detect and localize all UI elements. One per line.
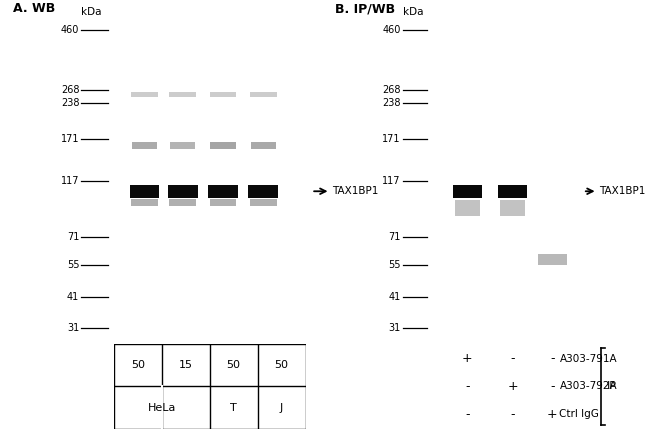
Bar	[210, 92, 237, 97]
Text: +: +	[462, 352, 473, 365]
Text: 117: 117	[382, 176, 400, 186]
Text: 41: 41	[67, 292, 79, 302]
Text: 171: 171	[61, 135, 79, 145]
Bar	[129, 184, 159, 198]
Bar	[250, 199, 277, 206]
Bar	[500, 200, 525, 216]
Text: 171: 171	[382, 135, 400, 145]
Text: 460: 460	[61, 25, 79, 35]
Text: +: +	[508, 380, 518, 393]
Text: 117: 117	[61, 176, 79, 186]
Text: 268: 268	[61, 85, 79, 95]
Text: kDa: kDa	[81, 7, 102, 17]
Text: A303-791A: A303-791A	[560, 354, 617, 364]
Bar	[131, 92, 158, 97]
Text: TAX1BP1: TAX1BP1	[332, 186, 379, 196]
Bar	[250, 92, 277, 97]
Bar	[211, 142, 236, 149]
Bar	[170, 92, 196, 97]
Text: 238: 238	[61, 98, 79, 108]
Text: J: J	[280, 403, 283, 413]
Bar	[131, 199, 158, 206]
Text: 15: 15	[179, 360, 192, 370]
Text: +: +	[547, 408, 558, 421]
Bar	[248, 184, 278, 198]
Text: 71: 71	[67, 232, 79, 242]
Bar	[498, 185, 527, 198]
Text: HeLa: HeLa	[148, 403, 176, 413]
Text: 460: 460	[382, 25, 400, 35]
Text: A. WB: A. WB	[13, 2, 55, 15]
Text: 50: 50	[274, 360, 289, 370]
Bar	[210, 199, 237, 206]
Text: -: -	[510, 408, 515, 421]
Text: Ctrl IgG: Ctrl IgG	[560, 409, 599, 419]
Bar	[170, 142, 196, 149]
Bar	[452, 185, 482, 198]
Text: 55: 55	[388, 260, 400, 270]
Text: -: -	[550, 380, 554, 393]
Bar	[132, 142, 157, 149]
Text: 41: 41	[389, 292, 400, 302]
Text: 31: 31	[67, 323, 79, 333]
Text: 238: 238	[382, 98, 400, 108]
Text: 50: 50	[227, 360, 240, 370]
Bar	[251, 142, 276, 149]
Text: 50: 50	[131, 360, 145, 370]
Bar	[455, 200, 480, 216]
Text: -: -	[465, 408, 469, 421]
Text: -: -	[510, 352, 515, 365]
Bar	[538, 255, 567, 265]
Text: T: T	[230, 403, 237, 413]
Bar	[170, 199, 196, 206]
Bar	[168, 184, 198, 198]
Bar	[208, 184, 238, 198]
Text: B. IP/WB: B. IP/WB	[335, 2, 395, 15]
Text: TAX1BP1: TAX1BP1	[599, 186, 645, 196]
Text: 55: 55	[67, 260, 79, 270]
Text: 31: 31	[389, 323, 400, 333]
Text: kDa: kDa	[402, 7, 423, 17]
Text: -: -	[465, 380, 469, 393]
Text: 71: 71	[388, 232, 400, 242]
Text: A303-792A: A303-792A	[560, 381, 617, 391]
Text: IP: IP	[606, 381, 616, 391]
Text: 268: 268	[382, 85, 400, 95]
Text: -: -	[550, 352, 554, 365]
